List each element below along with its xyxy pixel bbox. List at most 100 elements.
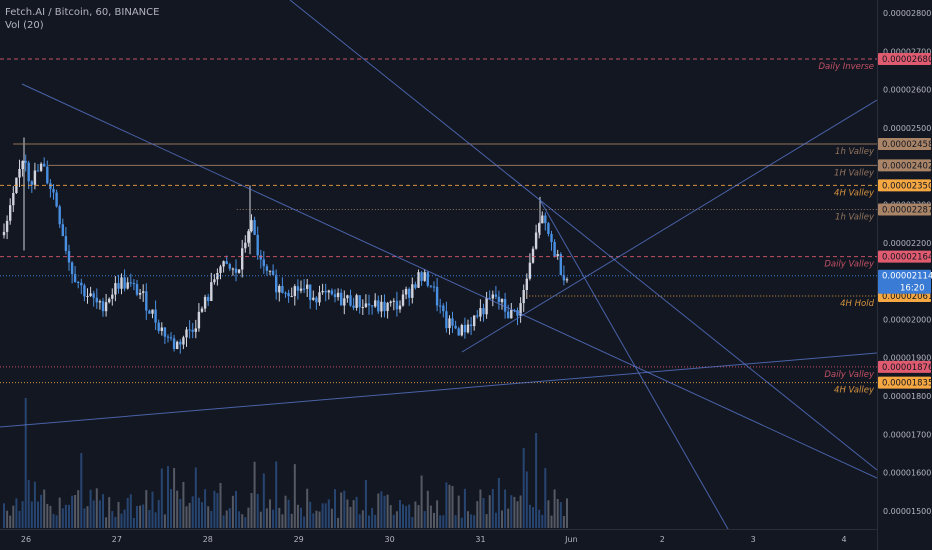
trendline bbox=[461, 99, 877, 353]
volume-bar bbox=[399, 500, 401, 528]
candle-body bbox=[330, 290, 334, 295]
candle-body bbox=[389, 301, 392, 303]
candle-body bbox=[163, 327, 167, 337]
candle-body bbox=[123, 277, 126, 289]
candle-body bbox=[39, 163, 43, 171]
candle-body bbox=[333, 294, 337, 298]
volume-bar bbox=[504, 489, 507, 528]
volume-bar bbox=[136, 505, 138, 528]
volume-bar bbox=[129, 494, 132, 528]
volume-bar bbox=[541, 514, 544, 528]
volume-bar bbox=[15, 498, 18, 528]
candle-body bbox=[346, 295, 349, 299]
volume-bar bbox=[426, 490, 429, 528]
price-tick-label: 0.00001900 bbox=[883, 354, 931, 363]
volume-bar bbox=[433, 512, 435, 528]
volume-bar bbox=[68, 504, 70, 528]
candle-body bbox=[299, 288, 303, 291]
candle-body bbox=[454, 325, 457, 329]
candle-body bbox=[343, 298, 346, 306]
volume-bar bbox=[105, 517, 108, 528]
trendline bbox=[289, 0, 877, 471]
candle-body bbox=[318, 292, 321, 303]
level-annotation: Daily Valley bbox=[824, 260, 875, 270]
volume-bar bbox=[145, 490, 148, 528]
volume-bar bbox=[429, 505, 432, 528]
candle-body bbox=[355, 295, 358, 308]
volume-bar bbox=[241, 514, 244, 528]
volume-bar bbox=[528, 504, 531, 528]
candle-body bbox=[435, 286, 439, 306]
volume-bar bbox=[364, 479, 367, 528]
volume-bar bbox=[383, 495, 386, 528]
volume-bar bbox=[188, 502, 191, 528]
volume-bar bbox=[6, 510, 9, 528]
countdown-label: 16:20 bbox=[900, 284, 925, 294]
volume-bar bbox=[358, 514, 361, 528]
candle-body bbox=[491, 294, 494, 299]
candle-body bbox=[364, 303, 368, 307]
candle-body bbox=[157, 322, 160, 331]
candle-body bbox=[306, 284, 309, 289]
candle-body bbox=[12, 193, 15, 206]
volume-bar bbox=[9, 515, 12, 528]
volume-bar bbox=[491, 489, 494, 528]
volume-bar bbox=[148, 510, 151, 528]
candle-body bbox=[135, 284, 139, 295]
candle-body bbox=[296, 286, 300, 291]
candle-body bbox=[179, 341, 182, 345]
volume-bar bbox=[259, 511, 262, 528]
current-price-label: 0.00002114 bbox=[882, 272, 932, 282]
volume-bar bbox=[473, 515, 476, 528]
volume-bar bbox=[102, 494, 104, 528]
candle-body bbox=[104, 302, 108, 312]
candle-body bbox=[210, 282, 213, 301]
candle-body bbox=[463, 325, 467, 333]
candle-body bbox=[448, 318, 451, 329]
trendline bbox=[539, 199, 729, 529]
candle-body bbox=[340, 292, 343, 306]
volume-bar bbox=[281, 514, 284, 528]
candle-body bbox=[142, 291, 145, 293]
candle-body bbox=[43, 163, 46, 167]
price-tick-label: 0.00001700 bbox=[883, 430, 931, 439]
volume-bar bbox=[417, 505, 420, 528]
volume-bar bbox=[340, 492, 343, 528]
level-price-tag bbox=[878, 53, 931, 65]
candle-body bbox=[18, 169, 21, 178]
level-price-label: 0.00002402 bbox=[882, 161, 932, 171]
level-annotation: 1h Valley bbox=[835, 213, 875, 223]
volume-bar bbox=[86, 506, 89, 528]
candle-body bbox=[553, 241, 556, 256]
volume-bar bbox=[207, 506, 210, 528]
candle-body bbox=[231, 268, 235, 270]
volume-bar bbox=[374, 514, 377, 528]
level-price-label: 0.00001876 bbox=[882, 363, 932, 373]
volume-bar bbox=[501, 510, 503, 528]
volume-bar bbox=[343, 490, 346, 528]
volume-bar bbox=[151, 491, 154, 528]
volume-bar bbox=[516, 501, 519, 528]
volume-bar bbox=[27, 479, 30, 528]
symbol-title[interactable]: Fetch.AI / Bitcoin, 60, BINANCE bbox=[5, 7, 160, 18]
candle-body bbox=[132, 283, 136, 285]
candle-body bbox=[244, 242, 247, 249]
volume-bar bbox=[337, 517, 340, 528]
candle-body bbox=[380, 301, 383, 312]
time-axis: 26 27 28 29 30 31 Jun 2 3 4 bbox=[0, 529, 877, 550]
candle-body bbox=[420, 272, 423, 281]
volume-bar bbox=[216, 493, 219, 528]
volume-bar bbox=[457, 495, 460, 528]
volume-bar bbox=[197, 497, 200, 528]
candle-body bbox=[287, 293, 290, 297]
volume-bar bbox=[538, 509, 541, 528]
volume-bar bbox=[24, 398, 27, 528]
candle-body bbox=[281, 286, 284, 293]
candle-body bbox=[247, 231, 250, 243]
candle-body bbox=[271, 270, 275, 275]
volume-bar bbox=[117, 501, 120, 528]
candle-body bbox=[411, 284, 414, 298]
volume-indicator-label[interactable]: Vol (20) bbox=[5, 20, 44, 31]
volume-bar bbox=[204, 489, 207, 528]
